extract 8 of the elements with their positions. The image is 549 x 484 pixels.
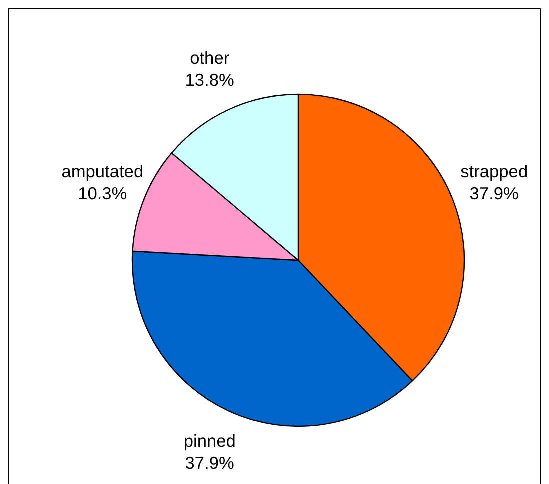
data-label: 10.3% (78, 184, 128, 204)
data-label: 13.8% (185, 70, 234, 90)
slice-label: other (190, 48, 230, 68)
data-label: 37.9% (470, 184, 519, 204)
slice-label: strapped (460, 162, 528, 182)
data-label: 37.9% (185, 452, 234, 473)
slice-label: amputated (62, 162, 144, 182)
slice-label: pinned (184, 430, 236, 451)
